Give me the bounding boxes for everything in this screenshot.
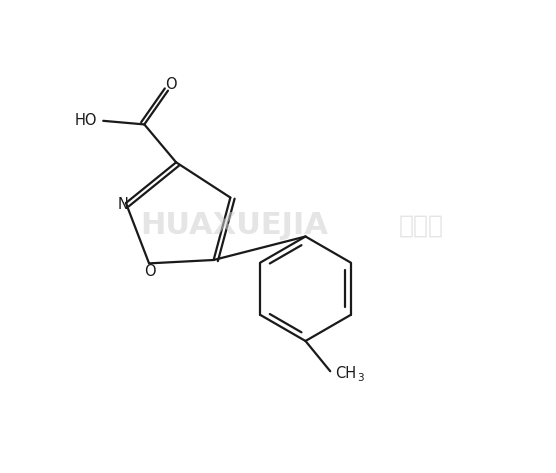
Text: 化学加: 化学加	[399, 213, 444, 237]
Text: HUAXUEJIA: HUAXUEJIA	[140, 211, 328, 240]
Text: 3: 3	[357, 373, 364, 384]
Text: O: O	[145, 264, 156, 279]
Text: CH: CH	[335, 367, 356, 382]
Text: O: O	[165, 77, 177, 92]
Text: N: N	[118, 197, 128, 211]
Text: HO: HO	[74, 114, 97, 128]
